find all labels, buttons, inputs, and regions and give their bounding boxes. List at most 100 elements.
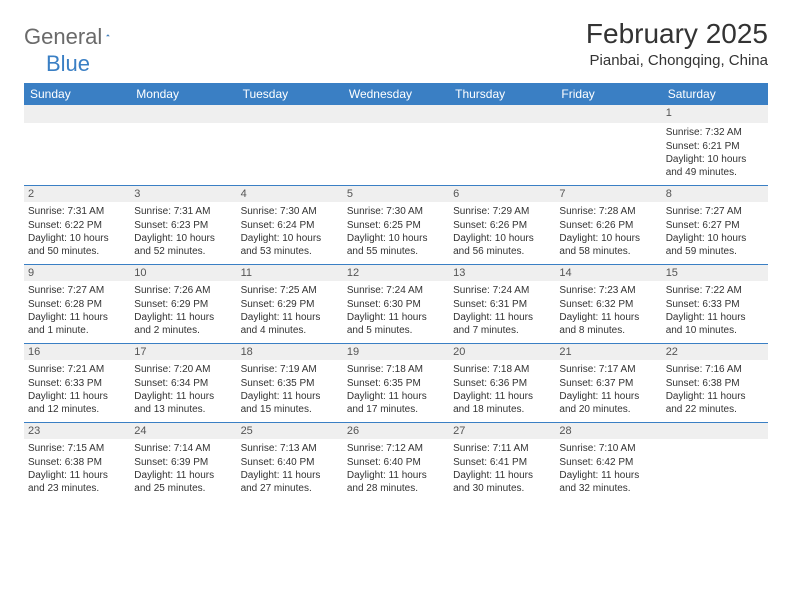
- day-number: 7: [555, 186, 661, 202]
- daylight-text: Daylight: 11 hours and 7 minutes.: [453, 312, 551, 337]
- day-number: 25: [237, 423, 343, 439]
- day-number: 24: [130, 423, 236, 439]
- sunset-text: Sunset: 6:27 PM: [666, 220, 764, 233]
- sunrise-text: Sunrise: 7:21 AM: [28, 364, 126, 377]
- day-header-cell: Wednesday: [343, 83, 449, 105]
- day-number: 9: [24, 265, 130, 281]
- sunset-text: Sunset: 6:22 PM: [28, 220, 126, 233]
- daylight-text: Daylight: 11 hours and 8 minutes.: [559, 312, 657, 337]
- daylight-text: Daylight: 11 hours and 27 minutes.: [241, 470, 339, 495]
- day-number: 28: [555, 423, 661, 439]
- sunset-text: Sunset: 6:36 PM: [453, 378, 551, 391]
- daylight-text: Daylight: 11 hours and 4 minutes.: [241, 312, 339, 337]
- sunset-text: Sunset: 6:39 PM: [134, 457, 232, 470]
- week-number-band: 2345678: [24, 185, 768, 202]
- daylight-text: Daylight: 10 hours and 50 minutes.: [28, 233, 126, 258]
- day-cell: Sunrise: 7:30 AMSunset: 6:24 PMDaylight:…: [237, 202, 343, 264]
- day-number: 19: [343, 344, 449, 360]
- day-cell: Sunrise: 7:12 AMSunset: 6:40 PMDaylight:…: [343, 439, 449, 501]
- calendar-body: 1Sunrise: 7:32 AMSunset: 6:21 PMDaylight…: [24, 105, 768, 501]
- day-number: [24, 105, 130, 123]
- sunrise-text: Sunrise: 7:27 AM: [28, 285, 126, 298]
- day-number: 6: [449, 186, 555, 202]
- sunset-text: Sunset: 6:31 PM: [453, 299, 551, 312]
- day-header-cell: Sunday: [24, 83, 130, 105]
- day-number: 14: [555, 265, 661, 281]
- day-number: 21: [555, 344, 661, 360]
- daylight-text: Daylight: 10 hours and 49 minutes.: [666, 154, 764, 179]
- sunrise-text: Sunrise: 7:20 AM: [134, 364, 232, 377]
- day-number: [662, 423, 768, 439]
- sunset-text: Sunset: 6:29 PM: [134, 299, 232, 312]
- sunrise-text: Sunrise: 7:26 AM: [134, 285, 232, 298]
- day-cell: [662, 439, 768, 501]
- sunset-text: Sunset: 6:26 PM: [453, 220, 551, 233]
- week-row: Sunrise: 7:31 AMSunset: 6:22 PMDaylight:…: [24, 202, 768, 264]
- sunrise-text: Sunrise: 7:22 AM: [666, 285, 764, 298]
- day-cell: Sunrise: 7:15 AMSunset: 6:38 PMDaylight:…: [24, 439, 130, 501]
- day-cell: Sunrise: 7:17 AMSunset: 6:37 PMDaylight:…: [555, 360, 661, 422]
- day-cell: [24, 123, 130, 185]
- sunrise-text: Sunrise: 7:25 AM: [241, 285, 339, 298]
- sunrise-text: Sunrise: 7:31 AM: [28, 206, 126, 219]
- calendar-day-header: SundayMondayTuesdayWednesdayThursdayFrid…: [24, 83, 768, 105]
- daylight-text: Daylight: 10 hours and 58 minutes.: [559, 233, 657, 258]
- logo-text-gray: General: [24, 24, 102, 50]
- day-cell: Sunrise: 7:21 AMSunset: 6:33 PMDaylight:…: [24, 360, 130, 422]
- sunrise-text: Sunrise: 7:29 AM: [453, 206, 551, 219]
- day-number: 26: [343, 423, 449, 439]
- day-number: 16: [24, 344, 130, 360]
- daylight-text: Daylight: 11 hours and 30 minutes.: [453, 470, 551, 495]
- sunrise-text: Sunrise: 7:14 AM: [134, 443, 232, 456]
- day-cell: Sunrise: 7:10 AMSunset: 6:42 PMDaylight:…: [555, 439, 661, 501]
- day-number: [237, 105, 343, 123]
- day-cell: Sunrise: 7:32 AMSunset: 6:21 PMDaylight:…: [662, 123, 768, 185]
- sunset-text: Sunset: 6:33 PM: [28, 378, 126, 391]
- daylight-text: Daylight: 11 hours and 32 minutes.: [559, 470, 657, 495]
- daylight-text: Daylight: 10 hours and 56 minutes.: [453, 233, 551, 258]
- daylight-text: Daylight: 11 hours and 12 minutes.: [28, 391, 126, 416]
- sunrise-text: Sunrise: 7:13 AM: [241, 443, 339, 456]
- daylight-text: Daylight: 11 hours and 22 minutes.: [666, 391, 764, 416]
- day-number: 15: [662, 265, 768, 281]
- week-row: Sunrise: 7:32 AMSunset: 6:21 PMDaylight:…: [24, 123, 768, 185]
- day-cell: Sunrise: 7:28 AMSunset: 6:26 PMDaylight:…: [555, 202, 661, 264]
- week-number-band: 9101112131415: [24, 264, 768, 281]
- day-number: 23: [24, 423, 130, 439]
- logo-triangle-icon: [106, 27, 110, 43]
- sunrise-text: Sunrise: 7:11 AM: [453, 443, 551, 456]
- day-number: 13: [449, 265, 555, 281]
- daylight-text: Daylight: 11 hours and 23 minutes.: [28, 470, 126, 495]
- sunset-text: Sunset: 6:40 PM: [241, 457, 339, 470]
- day-header-cell: Friday: [555, 83, 661, 105]
- sunrise-text: Sunrise: 7:30 AM: [347, 206, 445, 219]
- day-cell: Sunrise: 7:27 AMSunset: 6:27 PMDaylight:…: [662, 202, 768, 264]
- daylight-text: Daylight: 11 hours and 15 minutes.: [241, 391, 339, 416]
- day-cell: Sunrise: 7:24 AMSunset: 6:31 PMDaylight:…: [449, 281, 555, 343]
- day-cell: Sunrise: 7:18 AMSunset: 6:36 PMDaylight:…: [449, 360, 555, 422]
- sunset-text: Sunset: 6:29 PM: [241, 299, 339, 312]
- day-header-cell: Saturday: [662, 83, 768, 105]
- day-cell: [343, 123, 449, 185]
- sunrise-text: Sunrise: 7:18 AM: [347, 364, 445, 377]
- sunset-text: Sunset: 6:37 PM: [559, 378, 657, 391]
- sunset-text: Sunset: 6:21 PM: [666, 141, 764, 154]
- sunset-text: Sunset: 6:42 PM: [559, 457, 657, 470]
- day-number: 5: [343, 186, 449, 202]
- day-number: 2: [24, 186, 130, 202]
- day-cell: [237, 123, 343, 185]
- day-number: 18: [237, 344, 343, 360]
- week-number-band: 16171819202122: [24, 343, 768, 360]
- daylight-text: Daylight: 11 hours and 17 minutes.: [347, 391, 445, 416]
- daylight-text: Daylight: 11 hours and 13 minutes.: [134, 391, 232, 416]
- sunset-text: Sunset: 6:38 PM: [28, 457, 126, 470]
- day-cell: Sunrise: 7:19 AMSunset: 6:35 PMDaylight:…: [237, 360, 343, 422]
- location-text: Pianbai, Chongqing, China: [586, 52, 768, 69]
- day-header-cell: Monday: [130, 83, 236, 105]
- sunset-text: Sunset: 6:32 PM: [559, 299, 657, 312]
- day-cell: Sunrise: 7:23 AMSunset: 6:32 PMDaylight:…: [555, 281, 661, 343]
- day-cell: Sunrise: 7:29 AMSunset: 6:26 PMDaylight:…: [449, 202, 555, 264]
- sunrise-text: Sunrise: 7:18 AM: [453, 364, 551, 377]
- daylight-text: Daylight: 11 hours and 1 minute.: [28, 312, 126, 337]
- daylight-text: Daylight: 11 hours and 10 minutes.: [666, 312, 764, 337]
